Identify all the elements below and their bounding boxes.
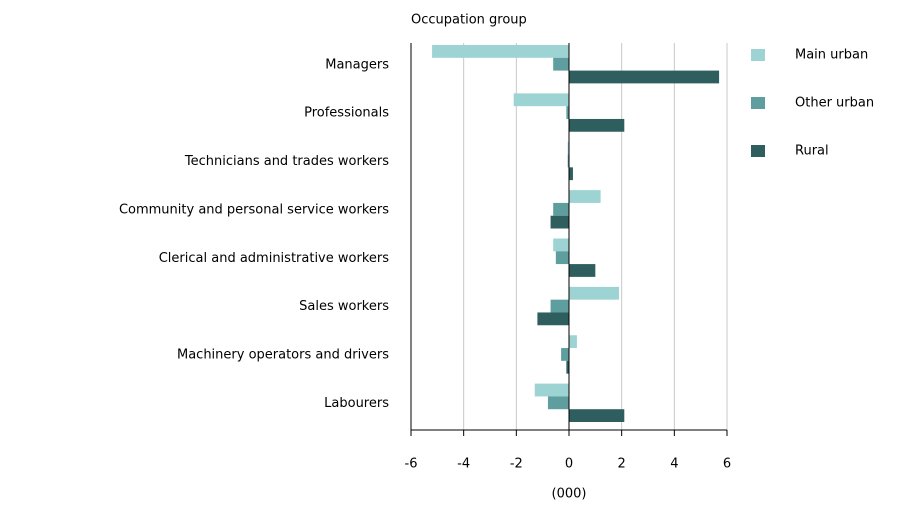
legend-swatch xyxy=(751,145,765,157)
legend-swatch xyxy=(751,97,765,109)
legend-label: Other urban xyxy=(795,96,874,111)
y-tick-label: Community and personal service workers xyxy=(119,202,389,217)
x-axis-label: (000) xyxy=(552,487,587,502)
x-tick-label: 6 xyxy=(723,457,731,472)
bar xyxy=(534,383,569,397)
bar xyxy=(569,286,620,300)
bar xyxy=(569,70,720,84)
bar xyxy=(553,238,569,252)
y-tick-label: Clerical and administrative workers xyxy=(159,251,389,266)
bar xyxy=(550,215,569,229)
bar xyxy=(566,360,569,374)
bar xyxy=(569,167,573,181)
bar xyxy=(553,202,569,216)
x-tick-label: 4 xyxy=(670,457,678,472)
x-tick-label: -6 xyxy=(405,457,418,472)
bar xyxy=(550,299,569,313)
bar xyxy=(547,396,569,410)
bar xyxy=(553,57,569,71)
bar xyxy=(537,312,569,326)
y-tick-label: Technicians and trades workers xyxy=(184,154,389,169)
bar xyxy=(513,93,569,107)
bar xyxy=(432,45,569,58)
legend-swatch xyxy=(751,49,765,61)
legend-label: Rural xyxy=(795,144,829,159)
bar xyxy=(569,335,577,349)
y-tick-label: Sales workers xyxy=(299,299,389,314)
bar xyxy=(561,348,569,361)
bar xyxy=(569,264,596,277)
bar xyxy=(569,409,625,422)
bar xyxy=(566,106,569,119)
x-tick-label: 0 xyxy=(565,457,573,472)
y-tick-label: Managers xyxy=(325,57,389,72)
bar xyxy=(567,141,569,155)
x-tick-label: 2 xyxy=(618,457,626,472)
x-tick-label: -2 xyxy=(510,457,523,472)
bar xyxy=(569,190,601,203)
bar xyxy=(567,154,569,168)
chart-title: Occupation group xyxy=(411,13,527,28)
bar xyxy=(555,251,569,265)
bar xyxy=(569,118,625,132)
y-tick-label: Professionals xyxy=(304,106,389,121)
legend-label: Main urban xyxy=(795,48,868,63)
y-tick-label: Labourers xyxy=(324,396,389,411)
y-tick-label: Machinery operators and drivers xyxy=(177,348,389,363)
x-tick-label: -4 xyxy=(457,457,470,472)
